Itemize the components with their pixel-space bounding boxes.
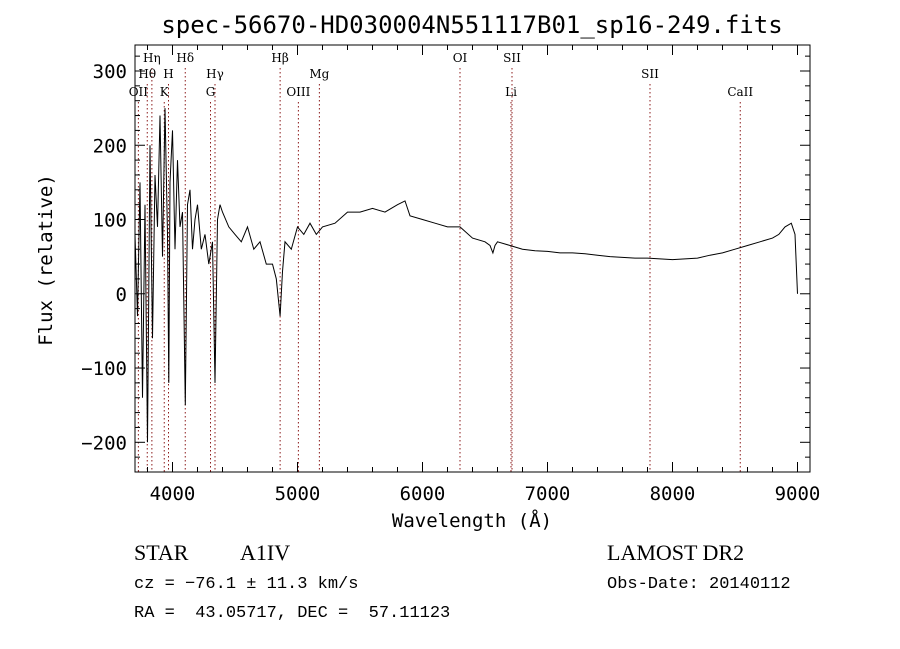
line-markers bbox=[137, 68, 741, 472]
line-marker-label: Hβ bbox=[271, 51, 288, 65]
y-tick-label: −200 bbox=[81, 432, 127, 454]
line-marker-label: Hδ bbox=[176, 51, 194, 65]
chart-title: spec-56670-HD030004N551117B01_sp16-249.f… bbox=[161, 11, 782, 39]
line-marker-label: OII bbox=[129, 85, 149, 99]
x-tick-label: 6000 bbox=[400, 483, 446, 505]
line-marker-label: H bbox=[163, 67, 173, 81]
x-tick-label: 9000 bbox=[775, 483, 821, 505]
x-tick-label: 5000 bbox=[275, 483, 321, 505]
line-marker-label: Mg bbox=[309, 67, 329, 81]
line-marker-label: Li bbox=[505, 85, 517, 99]
obs-date: Obs-Date: 20140112 bbox=[607, 575, 791, 594]
y-tick-label: 0 bbox=[116, 284, 127, 306]
spectrum-series-line bbox=[134, 108, 798, 443]
line-marker-label: OI bbox=[453, 51, 468, 65]
line-marker-label: Hγ bbox=[206, 67, 224, 81]
line-marker-label: OIII bbox=[286, 85, 310, 99]
y-tick-label: 200 bbox=[93, 135, 127, 157]
x-axis-ticks: 4000 5000 6000 7000 8000 9000 bbox=[147, 45, 821, 505]
y-axis-label: Flux (relative) bbox=[35, 174, 57, 346]
survey-name: LAMOST DR2 bbox=[607, 540, 745, 565]
y-tick-label: −100 bbox=[81, 358, 127, 380]
line-marker-label: G bbox=[206, 85, 216, 99]
y-tick-label: 100 bbox=[93, 210, 127, 232]
x-tick-label: 7000 bbox=[525, 483, 571, 505]
ra-dec-value: RA = 43.05717, DEC = 57.11123 bbox=[134, 604, 451, 623]
line-marker-label: CaII bbox=[727, 85, 753, 99]
line-marker-label: SII bbox=[503, 51, 521, 65]
cz-value: cz = −76.1 ± 11.3 km/s bbox=[134, 575, 359, 594]
y-axis-ticks: −200 −100 0 100 200 300 bbox=[81, 55, 810, 458]
line-marker-label: Hη bbox=[143, 51, 161, 65]
x-tick-label: 8000 bbox=[650, 483, 696, 505]
y-tick-label: 300 bbox=[93, 61, 127, 83]
x-axis-label: Wavelength (Å) bbox=[392, 509, 552, 532]
line-marker-label: Hθ bbox=[138, 67, 156, 81]
line-marker-label: SII bbox=[641, 67, 659, 81]
object-class: STAR bbox=[134, 540, 189, 565]
line-marker-label: K bbox=[160, 85, 170, 99]
x-tick-label: 4000 bbox=[150, 483, 196, 505]
object-subclass: A1IV bbox=[240, 540, 291, 565]
plot-frame bbox=[134, 44, 811, 473]
